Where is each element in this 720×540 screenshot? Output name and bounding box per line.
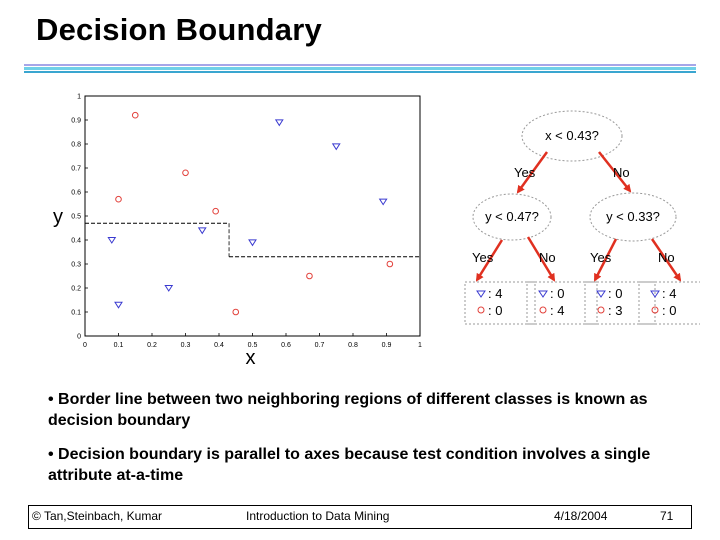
x-tick-label: 0.3 xyxy=(181,342,191,349)
x-tick-label: 0.2 xyxy=(147,342,157,349)
y-axis-label: y xyxy=(53,206,63,228)
y-tick-label: 1 xyxy=(77,94,81,101)
edge-root-no-label: No xyxy=(613,165,630,180)
leaf-circle-count: : 0 xyxy=(662,303,676,318)
footer-box xyxy=(28,505,692,529)
title-rule-top xyxy=(24,64,696,66)
circle-point xyxy=(306,272,313,280)
leaf-circle-icon xyxy=(539,306,547,314)
x-tick-label: 0.8 xyxy=(348,342,358,349)
triangle-point xyxy=(248,239,257,247)
edge-root-no xyxy=(598,151,632,193)
x-tick-label: 0.6 xyxy=(281,342,291,349)
triangle-point xyxy=(331,143,341,151)
y-tick-label: 0.3 xyxy=(71,262,81,269)
left-node xyxy=(472,193,552,241)
y-tick-label: 0.7 xyxy=(71,166,81,173)
triangle-point xyxy=(197,227,207,235)
x-tick-label: 1 xyxy=(418,342,422,349)
left-node-label: y < 0.47? xyxy=(485,209,539,224)
edge-right-no xyxy=(650,238,682,282)
bullet-2: • Decision boundary is parallel to axes … xyxy=(48,446,651,484)
circle-point xyxy=(131,111,139,119)
x-tick-label: 0.9 xyxy=(382,342,392,349)
right-node-label: y < 0.33? xyxy=(606,209,660,224)
triangle-point xyxy=(107,237,117,244)
x-tick-label: 0 xyxy=(83,342,87,349)
leaf-circle-icon xyxy=(597,306,605,314)
x-tick-label: 0.7 xyxy=(315,342,325,349)
triangle-point xyxy=(274,119,284,127)
circle-point xyxy=(115,195,122,203)
leaf-circle-icon xyxy=(477,306,485,314)
slide-title: Decision Boundary xyxy=(36,12,322,47)
edge-root-yes-label: Yes xyxy=(514,165,536,180)
y-tick-label: 0.6 xyxy=(71,190,81,197)
edge-left-yes xyxy=(475,239,504,282)
y-tick-label: 0.2 xyxy=(71,286,81,293)
leaf-circle-count: : 4 xyxy=(550,303,564,318)
leaf-triangle-icon xyxy=(538,290,548,298)
leaf-triangle-count: : 4 xyxy=(488,286,502,301)
y-tick-label: 0 xyxy=(77,334,81,341)
edge-root-yes xyxy=(516,151,549,194)
right-node xyxy=(589,192,677,242)
y-tick-label: 0.8 xyxy=(71,142,81,149)
leaf-circle-icon xyxy=(651,306,659,314)
bullet-1: • Border line between two neighboring re… xyxy=(48,391,648,429)
edge-left-no xyxy=(526,236,556,282)
leaf-triangle-count: : 0 xyxy=(608,286,622,301)
leaf-triangle-icon xyxy=(650,290,660,298)
triangle-point xyxy=(114,301,123,309)
root-node xyxy=(521,110,623,162)
leaf-circle-count: : 3 xyxy=(608,303,622,318)
leaf-triangle-count: : 4 xyxy=(662,286,676,301)
y-tick-label: 0.1 xyxy=(71,310,81,317)
footer-date: 4/18/2004 xyxy=(554,509,608,523)
x-tick-label: 0.5 xyxy=(248,342,258,349)
footer-course: Introduction to Data Mining xyxy=(246,509,390,523)
circle-point xyxy=(212,207,219,215)
edge-left-no-label: No xyxy=(539,250,556,265)
plot-frame xyxy=(84,95,421,337)
x-tick-label: 0.1 xyxy=(114,342,124,349)
y-tick-label: 0.5 xyxy=(71,214,81,221)
triangle-point xyxy=(378,198,388,206)
leaf-triangle-count: : 0 xyxy=(550,286,564,301)
circle-point xyxy=(232,308,240,316)
decision-tree: x < 0.43? y < 0.47? y < 0.33? Yes No Yes No Yes… xyxy=(464,110,700,325)
triangle-point xyxy=(164,285,174,292)
y-tick-label: 0.4 xyxy=(71,238,81,245)
root-node-label: x < 0.43? xyxy=(545,128,599,143)
edge-right-yes xyxy=(593,238,618,282)
edge-right-no-label: No xyxy=(658,250,675,265)
scatter-plot: 0 0.1 0.2 0.3 0.4 0.5 0.6 0.7 0.8 0.9 1 0 0.1 0.2 0.3 0… xyxy=(53,94,422,370)
footer-page: 71 xyxy=(660,509,674,523)
leaf-triangle-icon xyxy=(596,290,606,298)
footer-copyright: © Tan,Steinbach, Kumar xyxy=(32,509,163,523)
edge-right-yes-label: Yes xyxy=(590,250,612,265)
title-rule-bottom xyxy=(24,71,696,73)
y-tick-label: 0.9 xyxy=(71,118,81,125)
circle-point xyxy=(386,260,394,268)
leaf-circle-count: : 0 xyxy=(488,303,502,318)
edge-left-yes-label: Yes xyxy=(472,250,494,265)
x-tick-label: 0.4 xyxy=(214,342,224,349)
title-rule-middle xyxy=(24,67,696,70)
leaf-triangle-icon xyxy=(476,290,486,298)
circle-point xyxy=(182,169,189,177)
x-axis-label: x xyxy=(246,347,256,369)
